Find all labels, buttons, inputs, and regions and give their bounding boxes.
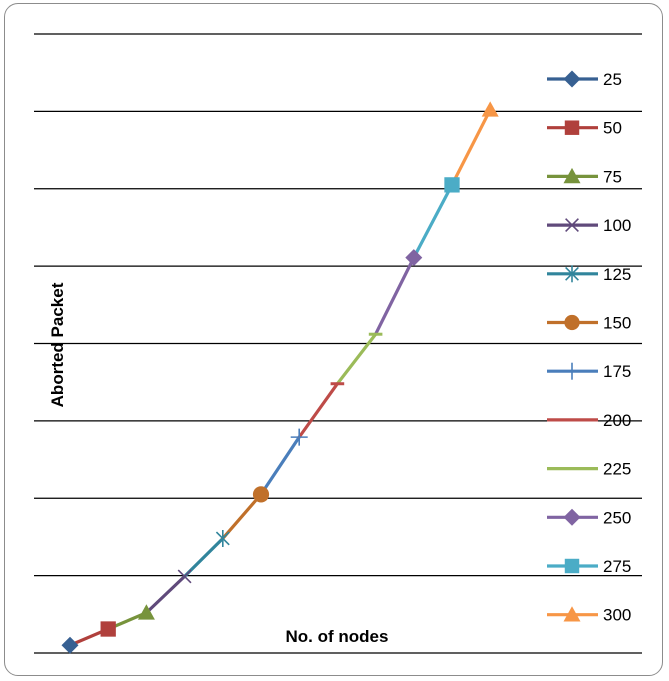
data-point xyxy=(563,167,581,184)
data-point xyxy=(564,120,580,135)
data-point xyxy=(565,218,579,233)
series-line-200 xyxy=(297,382,339,439)
data-point xyxy=(564,314,580,331)
data-point xyxy=(563,508,581,526)
legend-item-225: 225 xyxy=(547,460,631,479)
data-point xyxy=(61,636,79,654)
legend-label: 50 xyxy=(603,119,622,138)
legend-item-125: 125 xyxy=(547,265,631,284)
chart-frame xyxy=(4,3,663,676)
legend-item-150: 150 xyxy=(547,314,631,333)
series-line-275 xyxy=(412,183,454,260)
legend-item-275: 275 xyxy=(547,557,631,576)
legend-label: 250 xyxy=(603,508,631,527)
legend-item-175: 175 xyxy=(547,362,631,381)
legend: 25 50 75 100 125 150 175 200 225 250 275 300 xyxy=(547,70,631,625)
gridlines xyxy=(34,33,642,654)
data-point xyxy=(565,265,579,283)
data-point xyxy=(563,70,581,88)
legend-label: 225 xyxy=(603,460,631,479)
legend-label: 300 xyxy=(603,606,631,625)
data-point xyxy=(215,529,230,547)
legend-item-200: 200 xyxy=(547,411,631,430)
data-point xyxy=(137,604,155,620)
legend-item-50: 50 xyxy=(547,119,622,138)
series-line-225 xyxy=(335,332,378,386)
data-point xyxy=(563,362,581,380)
data-point xyxy=(290,428,308,446)
legend-label: 200 xyxy=(603,411,631,430)
legend-item-300: 300 xyxy=(547,606,631,625)
series-line-250 xyxy=(374,256,416,336)
series-line-150 xyxy=(221,492,263,541)
legend-label: 275 xyxy=(603,557,631,576)
data-point xyxy=(444,177,460,193)
series-line-175 xyxy=(259,435,301,496)
series-lines xyxy=(68,108,492,647)
legend-item-250: 250 xyxy=(547,508,631,527)
legend-label: 25 xyxy=(603,70,622,89)
legend-label: 100 xyxy=(603,216,631,235)
legend-item-100: 100 xyxy=(547,216,631,235)
data-markers xyxy=(61,101,499,654)
marker-stroke xyxy=(565,218,579,233)
data-point xyxy=(100,621,116,637)
legend-item-25: 25 xyxy=(547,70,622,89)
legend-label: 75 xyxy=(603,167,622,186)
y-axis-label: Aborted Packet xyxy=(48,282,67,407)
data-point xyxy=(177,569,192,584)
series-line-300 xyxy=(450,108,492,187)
legend-item-75: 75 xyxy=(547,167,622,186)
legend-label: 175 xyxy=(603,362,631,381)
data-point xyxy=(252,486,270,503)
legend-label: 150 xyxy=(603,314,631,333)
data-point xyxy=(405,249,423,267)
marker-stroke xyxy=(177,569,192,584)
legend-label: 125 xyxy=(603,265,631,284)
data-point xyxy=(481,101,499,117)
x-axis-label: No. of nodes xyxy=(286,627,389,646)
data-point xyxy=(563,606,581,622)
data-point xyxy=(564,558,580,574)
